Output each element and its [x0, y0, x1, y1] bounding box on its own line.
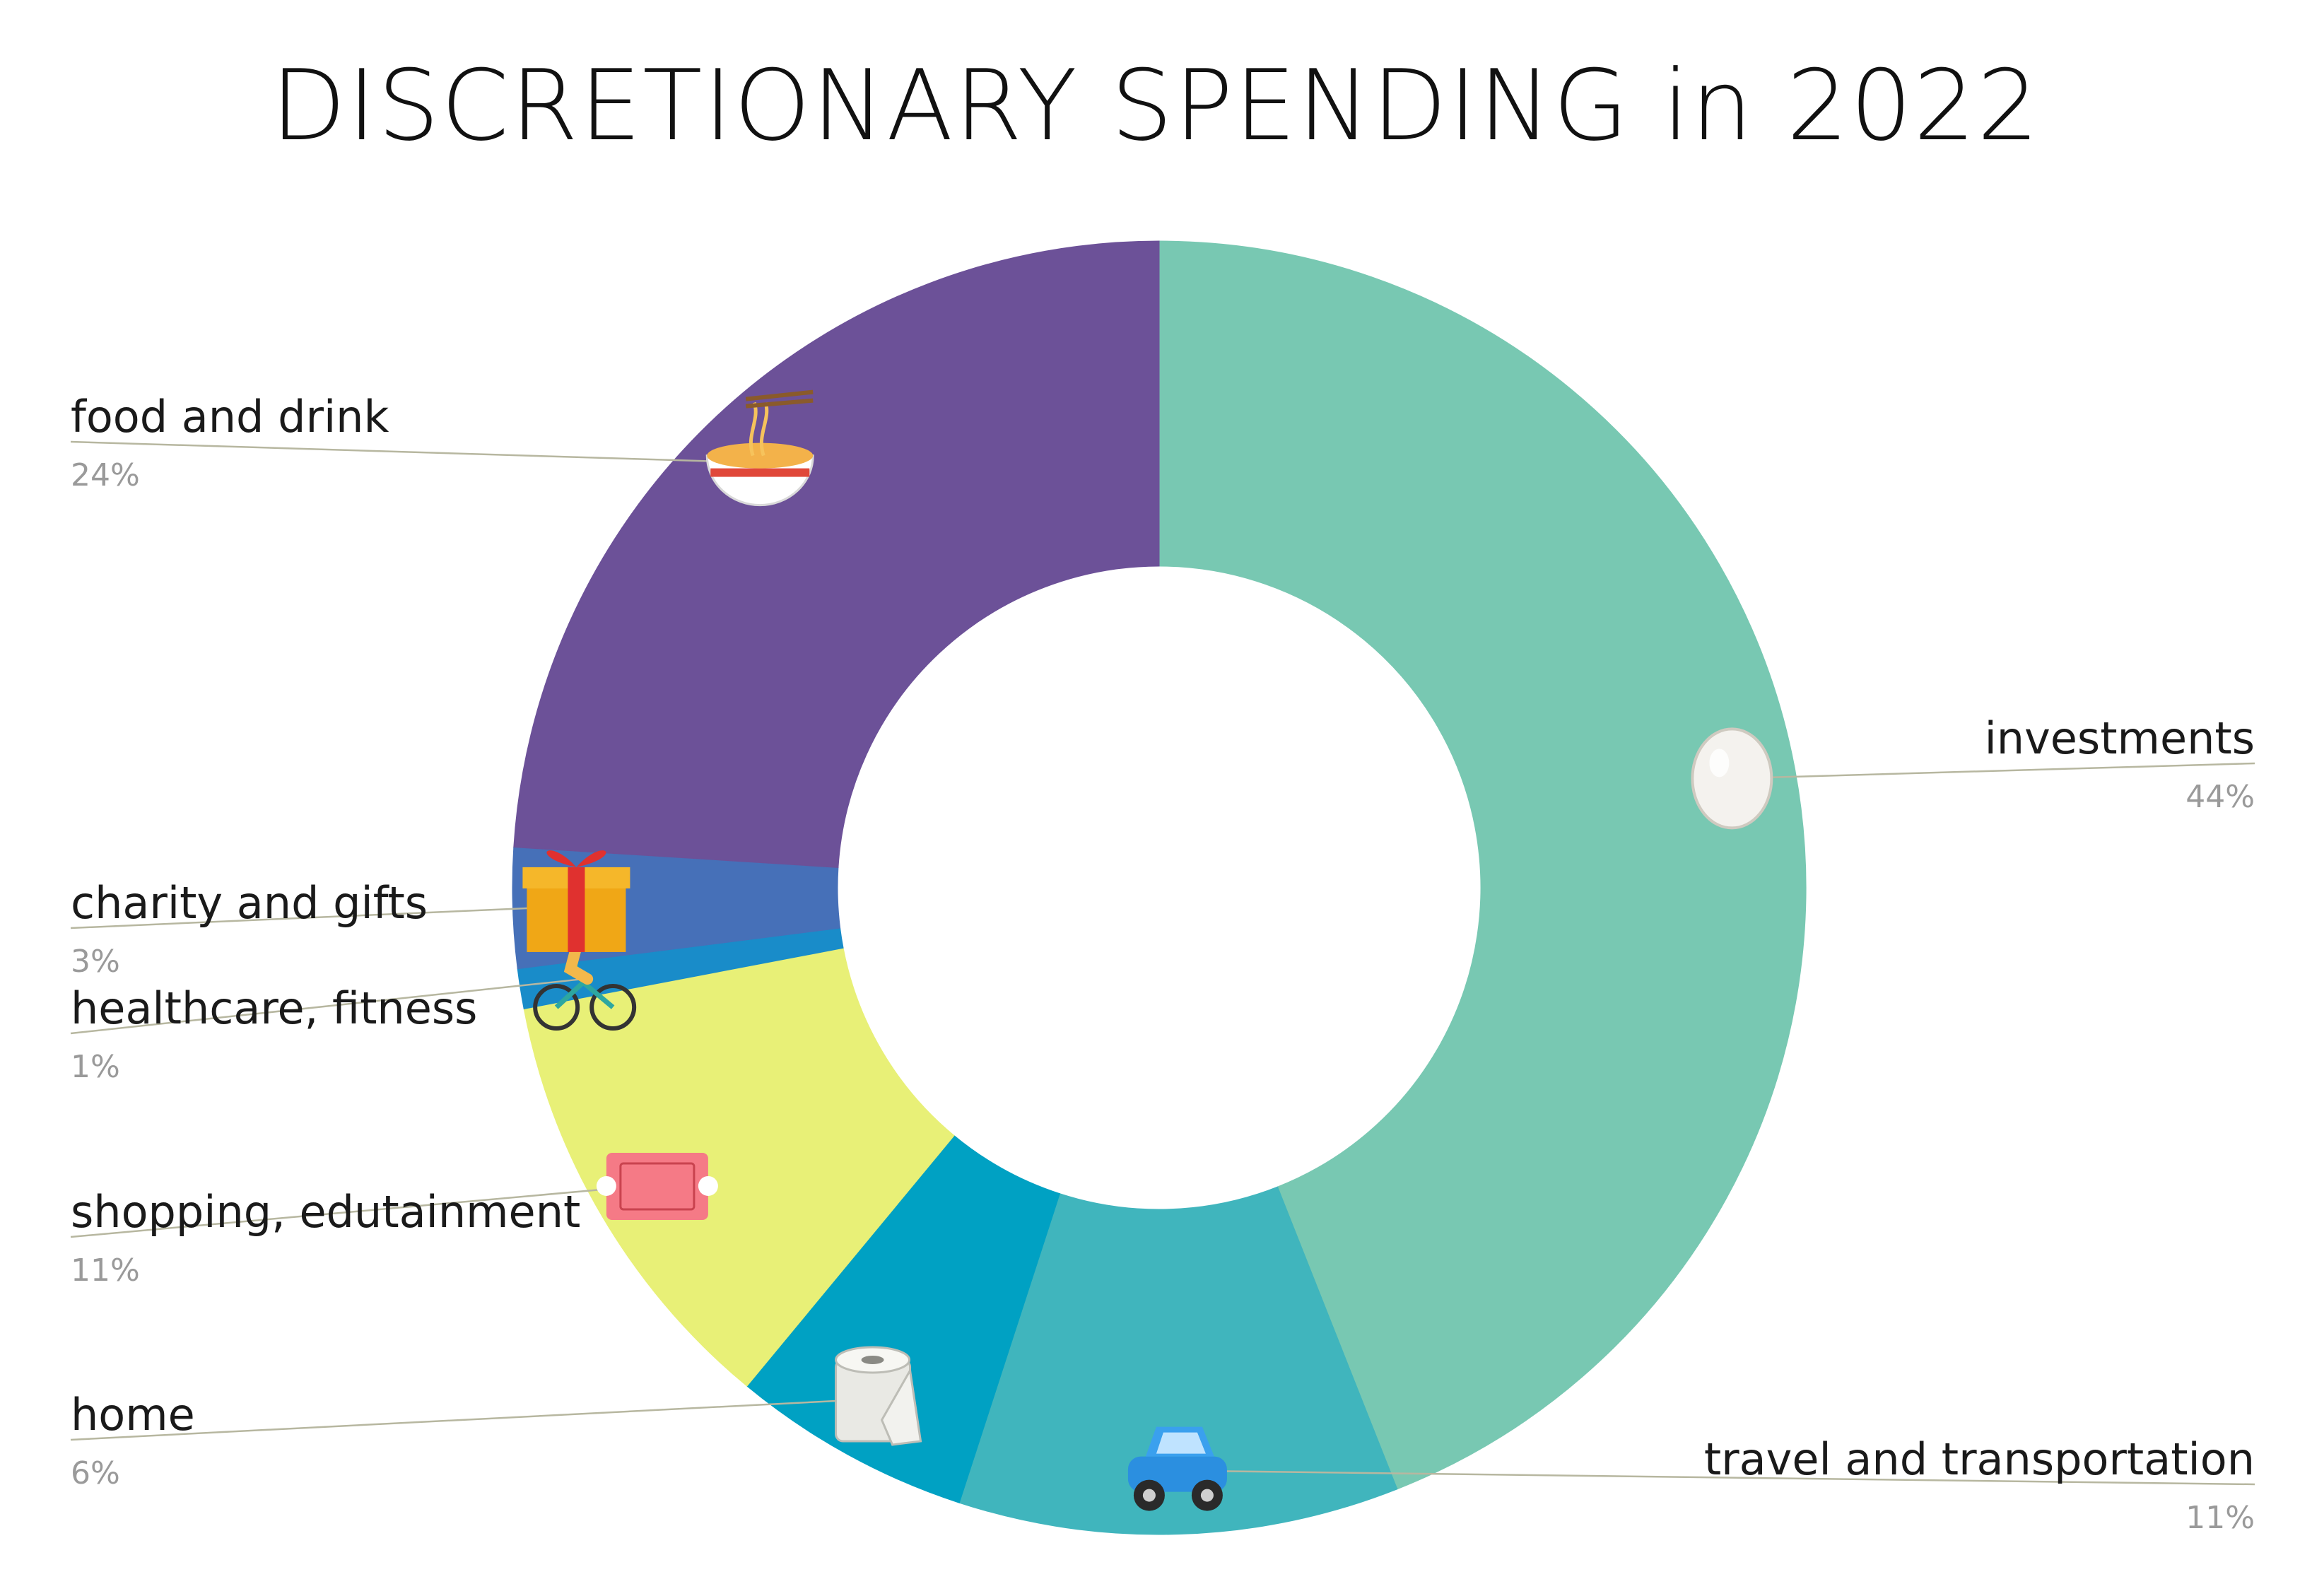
- leader-line-shopping-edutainment: [70, 1183, 657, 1238]
- toilet-paper-icon: [835, 1346, 922, 1446]
- icons-group: [522, 389, 1773, 1511]
- slice-value-charity-and-gifts: 3%: [71, 944, 120, 980]
- chart-title: DISCRETIONARY SPENDING in 2022: [271, 49, 2041, 163]
- ticket-icon: [596, 1152, 718, 1220]
- slice-label-travel-and-transportation: travel and transportation: [1704, 1433, 2255, 1485]
- slice-travel-and-transportation: [958, 1186, 1398, 1535]
- slice-value-shopping-edutainment: 11%: [71, 1252, 140, 1289]
- leader-line-healthcare-fitness: [70, 978, 584, 1035]
- slice-label-investments: investments: [1985, 712, 2255, 764]
- leader-line-travel-and-transportation: [1177, 1469, 2255, 1486]
- slice-value-travel-and-transportation: 11%: [2185, 1500, 2255, 1536]
- leader-line-charity-and-gifts: [70, 905, 577, 929]
- slice-value-healthcare-fitness: 1%: [71, 1049, 120, 1085]
- egg-icon: [1691, 727, 1773, 830]
- leader-line-food-and-drink: [70, 440, 761, 464]
- slice-label-home: home: [71, 1389, 195, 1440]
- slice-label-charity-and-gifts: charity and gifts: [71, 877, 428, 929]
- leader-line-home: [70, 1397, 879, 1441]
- noodle-bowl-icon: [705, 389, 814, 507]
- slice-label-healthcare-fitness: healthcare, fitness: [71, 982, 477, 1034]
- slices-group: [512, 240, 1807, 1535]
- slice-value-investments: 44%: [2185, 779, 2255, 815]
- labels-group: investments 44% travel and transportation 1…: [71, 391, 2255, 1536]
- slice-investments: [1158, 240, 1807, 1490]
- slice-shopping-edutainment: [523, 947, 955, 1387]
- gift-icon: [522, 850, 630, 952]
- slice-value-food-and-drink: 24%: [71, 457, 140, 493]
- slice-label-food-and-drink: food and drink: [71, 391, 389, 442]
- slice-value-home: 6%: [71, 1455, 120, 1491]
- car-icon: [1127, 1426, 1227, 1511]
- slice-food-and-drink: [513, 240, 1160, 868]
- leaders-group: [70, 440, 2255, 1486]
- leader-line-investments: [1732, 762, 2255, 780]
- slice-label-shopping-edutainment: shopping, edutainment: [71, 1186, 580, 1238]
